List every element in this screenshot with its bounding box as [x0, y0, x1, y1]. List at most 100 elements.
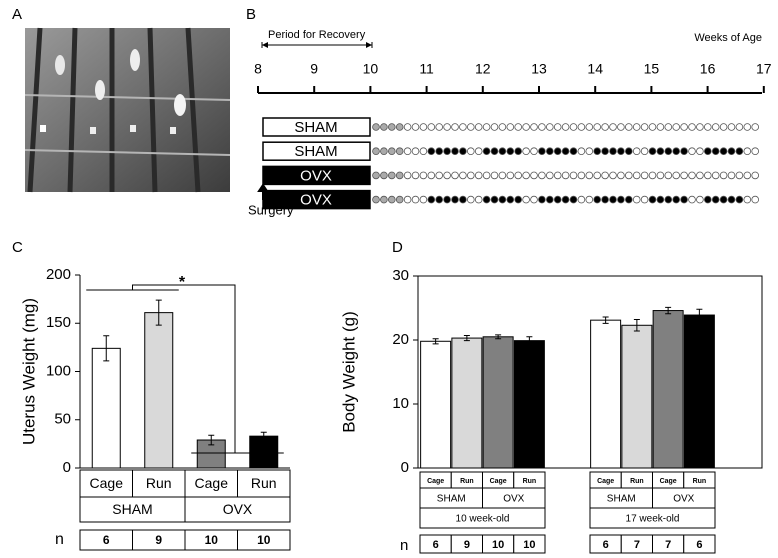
day-dot	[561, 195, 570, 204]
bracket	[86, 284, 284, 454]
table-text: Cage	[660, 478, 677, 485]
day-dot	[624, 147, 633, 156]
table-text: Cage	[195, 475, 229, 491]
error-bar	[633, 319, 640, 332]
day-dot	[719, 195, 728, 204]
day-dot	[387, 171, 396, 180]
bar	[652, 310, 684, 469]
table-text: Cage	[427, 478, 444, 485]
day-dot	[530, 171, 538, 180]
day-dot	[490, 123, 499, 131]
day-dot	[514, 123, 522, 131]
day-dot	[411, 123, 420, 131]
day-dot	[656, 171, 665, 180]
day-dot	[395, 147, 404, 156]
y-tick-label: 20	[392, 331, 409, 348]
day-dot	[624, 171, 633, 180]
week-label: 11	[419, 61, 434, 77]
day-dot	[727, 147, 736, 156]
table-text: OVX	[673, 494, 694, 505]
day-dot	[411, 195, 420, 204]
day-dot	[427, 195, 436, 204]
week-label: 9	[310, 61, 318, 77]
error-bar	[696, 308, 703, 322]
day-dot	[664, 171, 673, 180]
week-label: 10	[363, 61, 379, 77]
day-dot	[427, 171, 436, 180]
table-text: 17 week-old	[626, 514, 680, 525]
bar	[621, 324, 653, 469]
day-dot	[530, 147, 538, 156]
day-dot	[522, 171, 530, 180]
day-dot	[545, 123, 554, 131]
day-dot	[711, 123, 720, 131]
day-dot	[751, 171, 759, 180]
table-cell	[237, 469, 291, 498]
day-dot	[538, 195, 546, 204]
y-tick-label: 30	[392, 267, 409, 284]
recovery-label: Period for Recovery	[268, 29, 366, 41]
day-dot	[601, 195, 609, 204]
day-dot	[490, 171, 499, 180]
panel-label: C	[12, 239, 23, 256]
day-dot	[474, 195, 483, 204]
day-dot	[561, 123, 570, 131]
day-dot	[506, 147, 515, 156]
day-dot	[372, 171, 380, 180]
axis-label: Weeks of Age	[694, 32, 762, 44]
day-dot	[474, 171, 483, 180]
day-dot	[538, 123, 546, 131]
y-tick-label: 50	[54, 411, 71, 428]
table-text: OVX	[223, 501, 253, 517]
day-dot	[585, 195, 594, 204]
day-dot	[672, 195, 680, 204]
day-dot	[380, 171, 388, 180]
n-label: n	[400, 537, 408, 554]
day-dot	[743, 147, 752, 156]
y-axis-label: Uterus Weight (mg)	[19, 298, 38, 445]
day-dot	[640, 171, 649, 180]
day-dot	[482, 171, 491, 180]
table-cell	[132, 469, 186, 498]
day-dot	[719, 147, 728, 156]
table-cell	[513, 534, 546, 554]
table-text: SHAM	[607, 494, 636, 505]
day-dot	[743, 123, 752, 131]
panel-label: D	[392, 239, 403, 256]
day-dot	[593, 171, 601, 180]
day-dot	[443, 147, 451, 156]
error-bar	[495, 334, 502, 340]
day-dot	[703, 147, 712, 156]
day-dot	[703, 123, 712, 131]
day-dot	[609, 171, 617, 180]
day-dot	[411, 147, 420, 156]
day-dot	[514, 147, 522, 156]
bar	[513, 340, 545, 469]
day-dot	[387, 195, 396, 204]
day-dot	[482, 147, 491, 156]
day-dot	[498, 147, 507, 156]
day-dot	[522, 123, 530, 131]
day-dot	[577, 171, 586, 180]
day-dot	[545, 171, 554, 180]
day-dot	[451, 147, 459, 156]
bar	[590, 319, 622, 469]
day-dot	[751, 123, 759, 131]
day-dot	[443, 171, 451, 180]
day-dot	[624, 195, 633, 204]
day-dot	[435, 147, 444, 156]
day-dot	[380, 195, 388, 204]
week-label: 12	[475, 61, 491, 77]
group-label: OVX	[300, 192, 332, 209]
day-dot	[727, 195, 736, 204]
table-text: 10	[523, 539, 535, 551]
day-dot	[490, 195, 499, 204]
day-dot	[711, 171, 720, 180]
day-dot	[482, 123, 491, 131]
day-dot	[530, 123, 538, 131]
day-dot	[506, 123, 515, 131]
day-dot	[632, 147, 641, 156]
day-dot	[656, 147, 665, 156]
day-dot	[474, 123, 483, 131]
